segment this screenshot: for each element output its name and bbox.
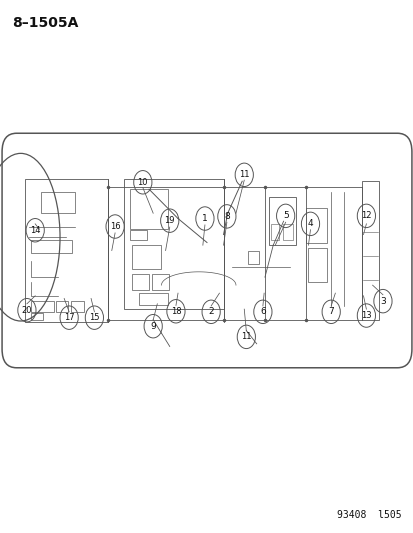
Text: 19: 19 bbox=[164, 216, 175, 225]
Bar bbox=[248, 251, 258, 264]
Bar bbox=[56, 301, 68, 312]
Bar bbox=[132, 274, 149, 290]
Text: 17: 17 bbox=[64, 313, 74, 322]
Text: 9: 9 bbox=[150, 322, 156, 330]
Text: 5: 5 bbox=[282, 212, 288, 220]
Text: 3: 3 bbox=[379, 297, 385, 305]
Text: 16: 16 bbox=[109, 222, 120, 231]
Bar bbox=[361, 181, 378, 320]
Text: 8: 8 bbox=[223, 212, 229, 221]
Bar bbox=[268, 197, 295, 245]
Bar bbox=[31, 301, 54, 312]
Text: 14: 14 bbox=[30, 226, 40, 235]
Text: 4: 4 bbox=[307, 220, 313, 228]
Bar bbox=[306, 208, 326, 243]
Bar bbox=[31, 240, 72, 253]
Text: 18: 18 bbox=[170, 307, 181, 316]
Text: 11: 11 bbox=[238, 171, 249, 179]
Bar bbox=[271, 224, 279, 240]
Bar bbox=[152, 274, 169, 290]
Text: 11: 11 bbox=[240, 333, 251, 341]
Bar bbox=[41, 192, 74, 213]
Bar bbox=[138, 293, 167, 305]
Bar bbox=[124, 179, 223, 309]
Text: 13: 13 bbox=[360, 311, 371, 320]
Text: 12: 12 bbox=[360, 212, 371, 220]
Bar bbox=[25, 179, 107, 322]
Text: 8–1505A: 8–1505A bbox=[12, 16, 78, 30]
Bar bbox=[132, 245, 161, 269]
Text: 93408  l505: 93408 l505 bbox=[336, 510, 401, 520]
Bar bbox=[130, 230, 147, 240]
Text: 7: 7 bbox=[328, 308, 333, 316]
Text: 2: 2 bbox=[208, 308, 214, 316]
Text: 15: 15 bbox=[89, 313, 100, 322]
Text: 1: 1 bbox=[202, 214, 207, 223]
Text: 10: 10 bbox=[137, 178, 148, 187]
Bar bbox=[71, 301, 83, 312]
Bar bbox=[282, 224, 292, 240]
Bar bbox=[31, 313, 43, 320]
Bar bbox=[308, 248, 326, 282]
Text: 20: 20 bbox=[21, 306, 32, 314]
Text: 6: 6 bbox=[259, 308, 265, 316]
Bar bbox=[130, 189, 167, 229]
